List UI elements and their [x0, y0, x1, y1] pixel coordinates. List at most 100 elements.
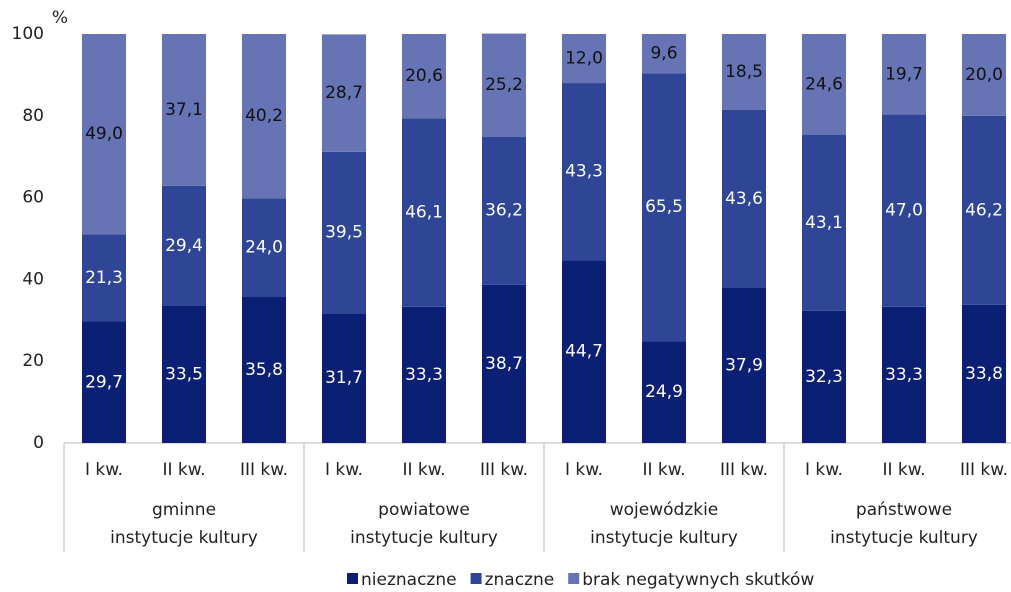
- x-tick-label: III kw.: [240, 460, 288, 480]
- y-tick-label: 60: [22, 188, 44, 208]
- data-label: 38,7: [485, 354, 523, 374]
- data-label: 32,3: [805, 367, 843, 387]
- x-tick-label: I kw.: [325, 460, 363, 480]
- group-label: instytucje kultury: [590, 528, 738, 548]
- data-label: 18,5: [725, 62, 763, 82]
- data-label: 43,1: [805, 213, 843, 233]
- x-tick-label: III kw.: [480, 460, 528, 480]
- bar-segment: [642, 34, 686, 74]
- bar-segment: [562, 34, 606, 84]
- bar-segment: [82, 234, 126, 322]
- bar-segment: [722, 287, 766, 443]
- x-tick-label: I kw.: [565, 460, 603, 480]
- bar-segment: [82, 321, 126, 443]
- data-label: 47,0: [885, 201, 923, 221]
- legend-label: brak negatywnych skutków: [582, 570, 814, 590]
- data-label: 9,6: [650, 44, 677, 64]
- data-label: 37,1: [165, 100, 203, 120]
- group-label: państwowe: [856, 500, 952, 520]
- data-label: 24,6: [805, 74, 843, 94]
- bar-segment: [802, 34, 846, 135]
- legend-label: znaczne: [485, 570, 555, 590]
- bar-segment: [562, 83, 606, 261]
- bar-segment: [162, 34, 206, 186]
- data-label: 24,9: [645, 382, 683, 402]
- data-label: 43,6: [725, 189, 763, 209]
- legend-label: nieznaczne: [361, 570, 457, 590]
- y-tick-label: 100: [12, 24, 44, 44]
- bar-segment: [962, 115, 1006, 305]
- x-tick-label: II kw.: [402, 460, 445, 480]
- bar-segment: [882, 114, 926, 307]
- bar-segment: [482, 136, 526, 285]
- data-label: 35,8: [245, 360, 283, 380]
- y-unit: %: [52, 8, 68, 28]
- group-label: gminne: [152, 500, 216, 520]
- data-label: 36,2: [485, 201, 523, 221]
- legend-swatch: [568, 573, 580, 584]
- data-label: 46,1: [405, 203, 443, 223]
- bar-segment: [642, 341, 686, 443]
- bar-segment: [562, 260, 606, 443]
- y-tick-label: 0: [33, 433, 44, 453]
- legend-swatch: [347, 573, 358, 584]
- data-label: 25,2: [485, 75, 523, 95]
- bar-segment: [322, 151, 366, 314]
- y-tick-label: 20: [22, 351, 44, 371]
- data-label: 29,7: [85, 372, 123, 392]
- data-label: 21,3: [85, 268, 123, 288]
- data-label: 39,5: [325, 223, 363, 243]
- bar-segment: [322, 34, 366, 152]
- bar-segment: [962, 304, 1006, 443]
- x-tick-label: II kw.: [162, 460, 205, 480]
- data-label: 28,7: [325, 83, 363, 103]
- bar-segment: [402, 34, 446, 119]
- bar-segment: [962, 34, 1006, 116]
- data-label: 46,2: [965, 200, 1003, 220]
- data-label: 33,8: [965, 364, 1003, 384]
- data-label: 65,5: [645, 197, 683, 217]
- bar-segment: [162, 305, 206, 443]
- data-label: 24,0: [245, 237, 283, 257]
- data-label: 31,7: [325, 368, 363, 388]
- data-label: 44,7: [565, 342, 603, 362]
- bar-segment: [482, 33, 526, 137]
- bar-segment: [722, 34, 766, 110]
- bar-segment: [882, 306, 926, 443]
- x-tick-label: III kw.: [720, 460, 768, 480]
- group-label: wojewódzkie: [610, 500, 719, 520]
- group-label: powiatowe: [378, 500, 470, 520]
- bar-segment: [402, 306, 446, 443]
- data-label: 33,5: [165, 364, 203, 384]
- data-label: 40,2: [245, 106, 283, 126]
- bar-segment: [242, 198, 286, 297]
- bar-segment: [242, 34, 286, 199]
- group-label: instytucje kultury: [830, 528, 978, 548]
- bar-segment: [722, 109, 766, 288]
- data-label: 20,6: [405, 66, 443, 86]
- bar-segment: [402, 118, 446, 307]
- x-tick-label: I kw.: [805, 460, 843, 480]
- bar-segment: [882, 34, 926, 115]
- bar-segment: [482, 284, 526, 443]
- data-label: 37,9: [725, 355, 763, 375]
- legend-swatch: [470, 573, 482, 584]
- data-label: 49,0: [85, 124, 123, 144]
- x-tick-label: II kw.: [882, 460, 925, 480]
- bar-segment: [82, 34, 126, 235]
- y-tick-label: 40: [22, 269, 44, 289]
- bar-segment: [162, 185, 206, 306]
- x-tick-label: III kw.: [960, 460, 1008, 480]
- bar-segment: [802, 310, 846, 443]
- y-tick-label: 80: [22, 106, 44, 126]
- data-label: 33,3: [405, 365, 443, 385]
- bar-segment: [802, 134, 846, 311]
- bar-segment: [322, 313, 366, 443]
- data-label: 33,3: [885, 365, 923, 385]
- data-label: 29,4: [165, 236, 203, 256]
- data-label: 43,3: [565, 162, 603, 182]
- data-label: 19,7: [885, 64, 923, 84]
- x-tick-label: I kw.: [85, 460, 123, 480]
- data-label: 12,0: [565, 49, 603, 69]
